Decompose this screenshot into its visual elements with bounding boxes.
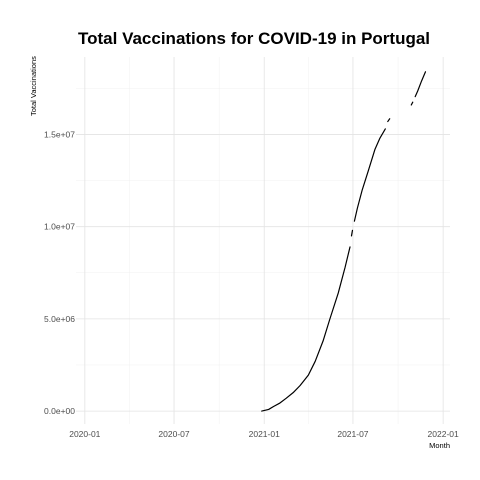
x-tick-label: 2021-01	[249, 429, 280, 439]
chart-title: Total Vaccinations for COVID-19 in Portu…	[78, 29, 430, 48]
x-tick-label: 2022-01	[428, 429, 459, 439]
grid	[76, 57, 450, 424]
x-tick-label: 2020-07	[158, 429, 189, 439]
x-axis-ticks: 2020-01 2020-07 2021-01 2021-07 2022-01	[69, 429, 459, 439]
y-tick-label: 1.5e+07	[44, 129, 75, 139]
y-tick-label: 0.0e+00	[44, 406, 75, 416]
series-line-segment	[261, 246, 351, 412]
series-line-segment	[350, 229, 354, 237]
x-tick-label: 2021-07	[337, 429, 368, 439]
y-tick-label: 1.0e+07	[44, 222, 75, 232]
series-line-segment	[410, 101, 414, 106]
x-tick-label: 2020-01	[69, 429, 100, 439]
series-line-segment	[353, 128, 386, 222]
y-axis-title: Total Vaccinations	[29, 56, 38, 116]
series-line-segment	[387, 118, 391, 123]
y-axis-ticks: 0.0e+00 5.0e+06 1.0e+07 1.5e+07	[44, 129, 75, 416]
series-line	[261, 71, 427, 412]
y-tick-label: 5.0e+06	[44, 314, 75, 324]
series-line-segment	[414, 71, 427, 98]
x-axis-title: Month	[429, 441, 450, 450]
